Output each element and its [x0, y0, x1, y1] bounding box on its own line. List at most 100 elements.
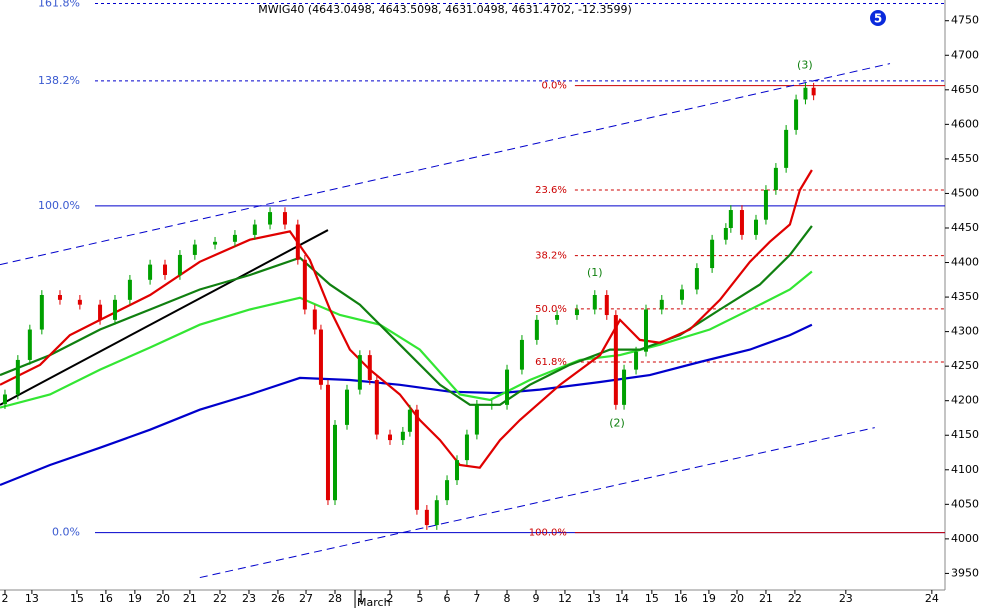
candle-body: [434, 500, 439, 526]
x-tick-label: 27: [299, 592, 313, 605]
candle-body: [387, 434, 392, 441]
x-tick-label: 12: [558, 592, 572, 605]
candle-body: [302, 259, 307, 310]
y-tick-label: 4650: [951, 83, 979, 96]
candle-body: [2, 394, 7, 405]
candle-body: [325, 384, 330, 501]
y-tick-label: 4300: [951, 325, 979, 338]
candle-body: [39, 295, 44, 330]
y-tick-label: 4050: [951, 497, 979, 510]
candle-body: [643, 309, 648, 352]
x-tick-label: 15: [70, 592, 84, 605]
fib-label: 0.0%: [541, 81, 566, 92]
x-tick-label: 21: [183, 592, 197, 605]
candle-body: [374, 379, 379, 435]
y-tick-label: 4700: [951, 48, 979, 61]
candle-body: [574, 309, 579, 316]
candle-body: [57, 295, 62, 300]
month-label: March: [357, 596, 391, 608]
x-tick-label: 19: [128, 592, 142, 605]
candle-body: [213, 241, 218, 245]
candle-body: [454, 460, 459, 481]
candle-body: [592, 295, 597, 310]
x-tick-label: 20: [156, 592, 170, 605]
candle-body: [414, 409, 419, 510]
moving-average: [0, 169, 813, 469]
candle-body: [634, 351, 639, 370]
moving-average: [0, 270, 813, 409]
wave-label: (2): [609, 417, 625, 430]
x-tick-label: 1: [358, 592, 365, 605]
candle-body: [519, 339, 524, 370]
candle-body: [163, 264, 168, 275]
candle-body: [679, 289, 684, 300]
candle-body: [613, 315, 618, 405]
candle-body: [739, 210, 744, 235]
candle-body: [710, 239, 715, 269]
y-tick-label: 4350: [951, 290, 979, 303]
fib-label: 23.6%: [535, 185, 567, 196]
x-tick-label: 7: [473, 592, 480, 605]
candle-body: [659, 299, 664, 310]
x-tick-label: 21: [759, 592, 773, 605]
x-tick-label: 26: [271, 592, 285, 605]
x-tick-label: 16: [99, 592, 113, 605]
fib-label: 100.0%: [529, 528, 567, 539]
candle-body: [344, 389, 349, 425]
x-tick-label: 23: [839, 592, 853, 605]
x-tick-label: 6: [444, 592, 451, 605]
x-tick-label: 22: [213, 592, 227, 605]
y-tick-label: 4550: [951, 152, 979, 165]
trend-line: [0, 229, 329, 406]
candle-body: [784, 129, 789, 168]
candle-body: [489, 404, 494, 406]
x-tick-label: 13: [587, 592, 601, 605]
fib-label: 161.8%: [38, 0, 80, 9]
candle-body: [367, 355, 372, 380]
candle-body: [424, 509, 429, 526]
candle-body: [252, 224, 257, 235]
candle-body: [464, 434, 469, 461]
x-tick-label: 9: [532, 592, 539, 605]
x-tick-label: 19: [702, 592, 716, 605]
wave-label: (1): [587, 266, 603, 279]
fib-label: 50.0%: [535, 304, 567, 315]
fib-label: 0.0%: [52, 526, 80, 539]
candle-body: [295, 224, 300, 260]
candle-body: [148, 264, 153, 280]
candle-body: [445, 480, 450, 501]
fib-label: 100.0%: [38, 199, 80, 212]
candle-body: [803, 87, 808, 100]
candle-body: [754, 219, 758, 235]
x-tick-label: 2: [1, 592, 8, 605]
fib-label: 138.2%: [38, 74, 80, 87]
candle-body: [811, 87, 816, 96]
candle-body: [192, 244, 197, 255]
candle-body: [534, 319, 539, 340]
moving-average: [0, 225, 813, 406]
candle-body: [268, 212, 273, 225]
candle-body: [505, 369, 510, 405]
candle-body: [127, 279, 132, 300]
x-tick-label: 14: [615, 592, 629, 605]
candle-body: [98, 304, 103, 320]
x-tick-label: 5: [416, 592, 423, 605]
x-tick-label: 15: [645, 592, 659, 605]
candle-body: [400, 431, 405, 441]
y-tick-label: 4600: [951, 117, 979, 130]
candle-body: [27, 329, 32, 360]
x-tick-label: 13: [25, 592, 39, 605]
candle-body: [407, 409, 412, 432]
moving-average: [0, 323, 813, 487]
y-tick-label: 4250: [951, 359, 979, 372]
y-tick-label: 4400: [951, 256, 979, 269]
wave-label: (3): [797, 59, 813, 72]
candle-body: [763, 189, 768, 220]
y-tick-label: 4000: [951, 532, 979, 545]
y-tick-label: 4200: [951, 394, 979, 407]
trend-line: [199, 427, 875, 579]
fib-label: 61.8%: [535, 357, 567, 368]
candle-body: [728, 210, 733, 228]
